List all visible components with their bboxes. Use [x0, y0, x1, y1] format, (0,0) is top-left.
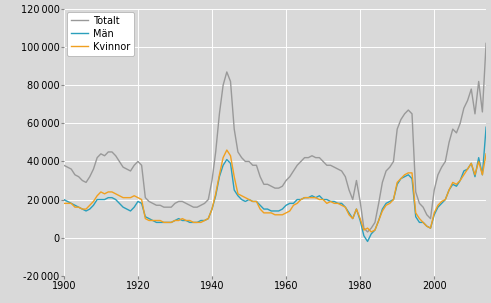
Totalt — [220, 83, 226, 87]
Kvinnor — [220, 156, 226, 159]
Totalt — [365, 230, 371, 234]
Män — [365, 240, 371, 243]
Line: Kvinnor: Kvinnor — [64, 150, 486, 232]
Män — [317, 194, 323, 198]
Kvinnor — [368, 230, 374, 234]
Totalt — [435, 173, 441, 177]
Män — [220, 163, 226, 167]
Totalt — [116, 160, 122, 163]
Män — [116, 201, 122, 205]
Totalt — [157, 203, 163, 207]
Totalt — [198, 203, 204, 207]
Män — [483, 125, 489, 129]
Kvinnor — [438, 200, 444, 203]
Line: Totalt: Totalt — [64, 43, 486, 232]
Män — [61, 198, 67, 201]
Totalt — [317, 156, 323, 159]
Kvinnor — [198, 221, 204, 224]
Kvinnor — [157, 219, 163, 222]
Män — [157, 221, 163, 224]
Totalt — [61, 163, 67, 167]
Kvinnor — [116, 194, 122, 198]
Män — [435, 205, 441, 209]
Kvinnor — [320, 198, 326, 201]
Line: Män: Män — [64, 127, 486, 241]
Kvinnor — [483, 152, 489, 156]
Kvinnor — [224, 148, 230, 152]
Totalt — [483, 42, 489, 45]
Kvinnor — [61, 201, 67, 205]
Män — [198, 219, 204, 222]
Legend: Totalt, Män, Kvinnor: Totalt, Män, Kvinnor — [67, 12, 134, 56]
